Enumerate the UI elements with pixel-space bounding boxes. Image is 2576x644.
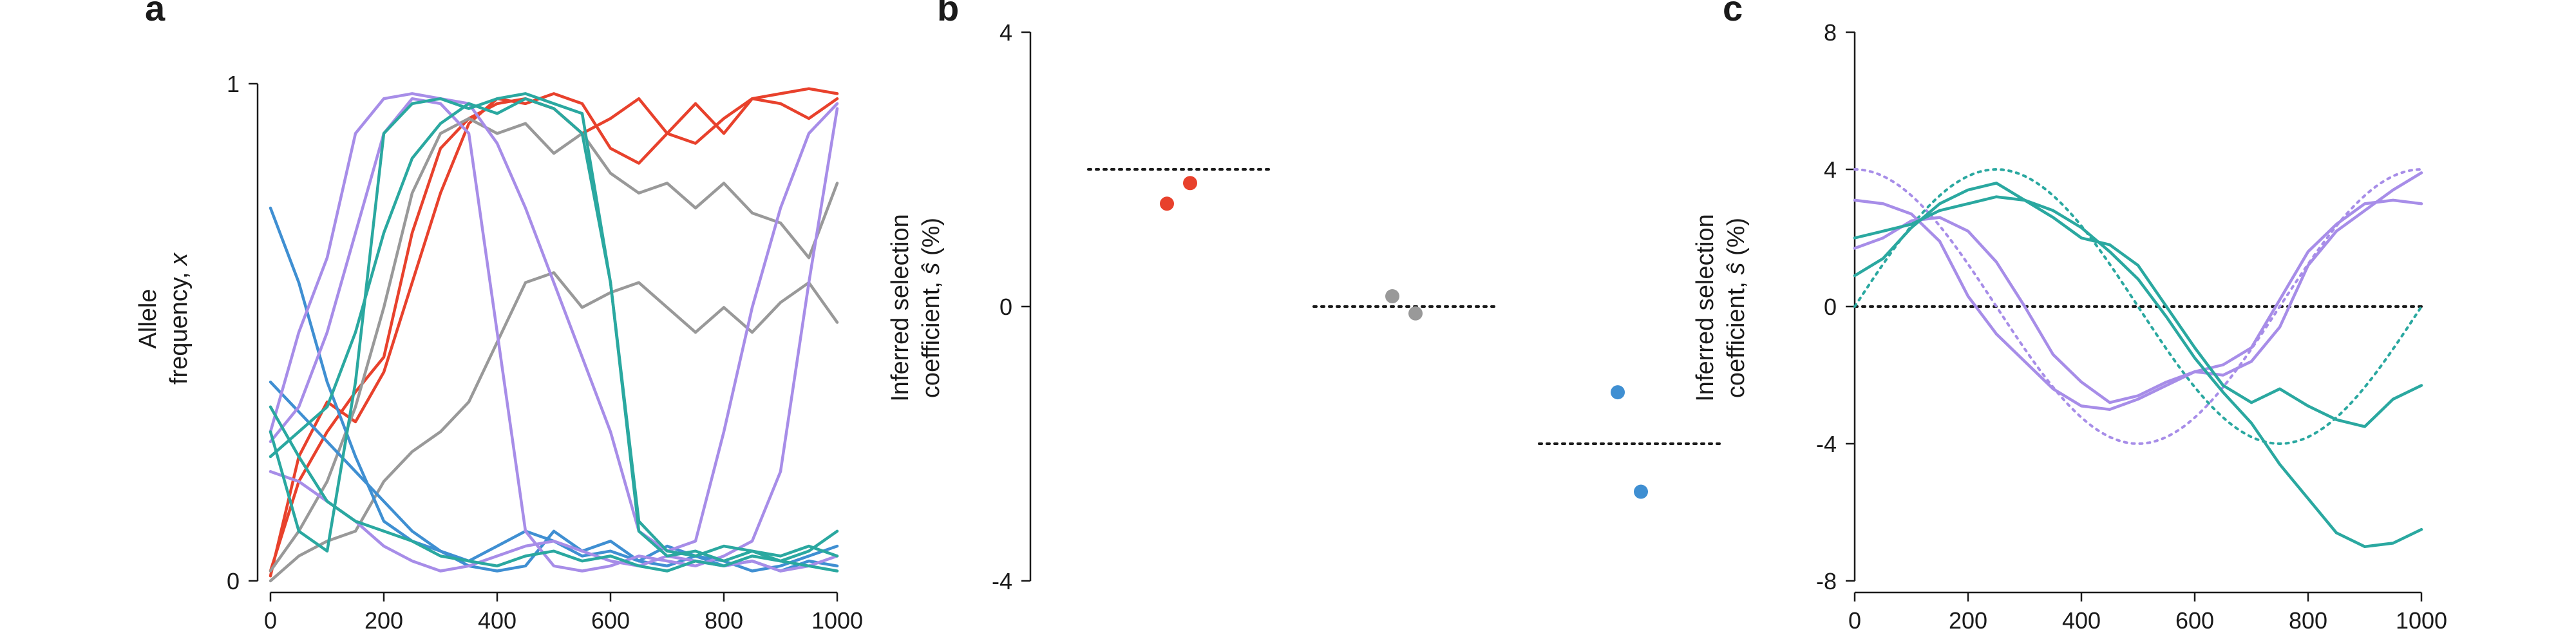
panel-b-point [1160, 196, 1174, 211]
panel-b-y-tick-label: -4 [992, 568, 1012, 594]
panel-a-ylabel-var: x [166, 252, 193, 267]
panel-a-x-tick-label: 600 [591, 607, 630, 634]
panel-b-ylabel-var: ŝ [918, 263, 945, 275]
panel-c-series-line-0 [1853, 198, 2423, 412]
panel-c-ylabel: Inferred selection coefficient, ŝ (%) [1692, 214, 1750, 402]
panel-b-point [1183, 176, 1197, 191]
panel-a-series-line-1 [269, 92, 839, 578]
panel-a-ylabel-line2: frequency, x [166, 252, 193, 384]
panel-a-series-line-2 [269, 271, 839, 583]
panel-b-ylabel-line2: coefficient, ŝ (%) [918, 218, 945, 398]
panel-a-x-tick-label: 800 [705, 607, 743, 634]
panel-c-x-tick-label: 400 [2062, 607, 2101, 634]
panel-c-ylabel-text: coefficient, [1723, 275, 1750, 399]
panel-c: c Inferred selection coefficient, ŝ (%) … [1692, 0, 2447, 634]
panel-a-series [269, 87, 839, 583]
panel-a-x-tick-label: 200 [365, 607, 403, 634]
panel-c-true-curve-0 [1853, 168, 2423, 446]
panel-c-x-tick-label: 0 [1848, 607, 1861, 634]
panel-a-series-line-3 [269, 117, 839, 573]
panel-a-y-tick-label: 1 [227, 71, 240, 97]
panel-a-series-line-11 [269, 405, 839, 573]
panel-b-label: b [937, 0, 959, 28]
panel-c-series-line-3 [1853, 195, 2423, 549]
panel-c-series [1853, 167, 2423, 549]
panel-a-series-line-4 [269, 206, 839, 573]
panel-b-axes: -4 0 4 [992, 19, 1032, 594]
panel-c-ylabel-line2: coefficient, ŝ (%) [1723, 218, 1750, 398]
panel-a-label: a [145, 0, 166, 28]
panel-c-axes: 0 200 400 600 800 1000 -8 -4 0 4 8 [1816, 19, 2447, 634]
panel-a: a Allele frequency, x 0 200 400 600 800 10000… [135, 0, 863, 634]
panel-b-point [1408, 306, 1423, 321]
panel-b: b Inferred selection coefficient, ŝ (%) … [887, 0, 1721, 594]
panel-a-ylabel: Allele frequency, x [135, 252, 193, 384]
panel-a-series-line-7 [269, 97, 839, 573]
panel-b-ylabel: Inferred selection coefficient, ŝ (%) [887, 214, 945, 402]
panel-c-y-tick-label: 8 [1824, 19, 1837, 46]
panel-b-y-tick-label: 0 [999, 294, 1012, 320]
panel-c-true-curve-1 [1853, 167, 2423, 446]
panel-b-points [1087, 168, 1721, 499]
panel-a-x-tick-label: 1000 [811, 607, 863, 634]
panel-c-label: c [1723, 0, 1743, 28]
panel-b-y-tick-label: 4 [999, 19, 1012, 46]
panel-a-series-line-6 [269, 92, 839, 553]
panel-c-ylabel-suffix: (%) [1723, 218, 1750, 263]
panel-a-series-line-10 [269, 97, 839, 563]
panel-b-point [1611, 385, 1625, 400]
panel-b-ylabel-text: coefficient, [918, 275, 945, 399]
panel-b-point [1385, 289, 1399, 304]
panel-c-y-tick-label: -8 [1816, 568, 1837, 594]
panel-a-ylabel-line1: Allele [135, 289, 162, 349]
panel-c-x-tick-label: 600 [2175, 607, 2214, 634]
panel-b-point [1634, 484, 1648, 499]
panel-c-ylabel-var: ŝ [1723, 263, 1750, 275]
panel-c-x-tick-label: 200 [1949, 607, 1987, 634]
panel-c-y-tick-label: 4 [1824, 156, 1837, 183]
panel-c-x-tick-label: 1000 [2396, 607, 2447, 634]
panel-c-y-tick-label: 0 [1824, 294, 1837, 320]
panel-c-series-line-1 [1853, 171, 2423, 404]
panel-a-x-tick-label: 400 [478, 607, 516, 634]
panel-b-ylabel-line1: Inferred selection [887, 214, 914, 402]
panel-a-ylabel-text: frequency, [166, 265, 193, 384]
panel-a-axes: 0 200 400 600 800 1000 0 1 [227, 71, 863, 634]
panel-c-ylabel-line1: Inferred selection [1692, 214, 1719, 402]
panel-a-x-tick-label: 0 [264, 607, 277, 634]
panel-c-y-tick-label: -4 [1816, 431, 1837, 457]
panel-b-ylabel-suffix: (%) [918, 218, 945, 263]
panel-a-series-line-8 [269, 469, 839, 573]
panel-c-series-line-2 [1853, 182, 2423, 428]
panel-c-x-tick-label: 800 [2289, 607, 2327, 634]
panel-a-y-tick-label: 0 [227, 568, 240, 594]
